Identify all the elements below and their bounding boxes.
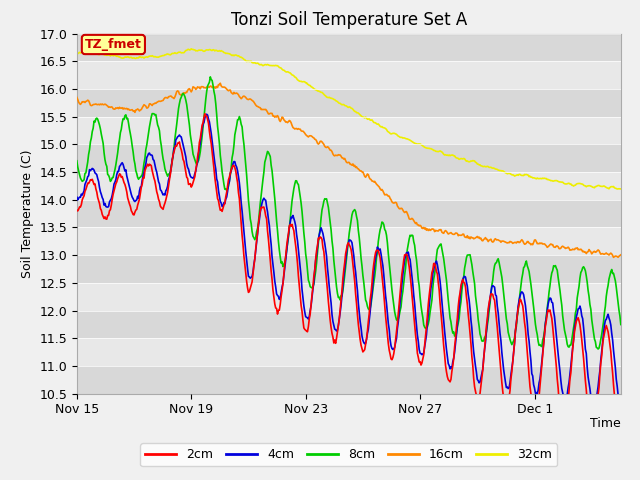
16cm (73, 95, 81, 100)
Bar (77, 338, 621, 366)
4cm (483, 319, 491, 324)
2cm (201, 111, 209, 117)
4cm (73, 194, 81, 200)
Bar (77, 34, 621, 61)
Line: 8cm: 8cm (77, 77, 621, 349)
Bar (77, 144, 621, 172)
Line: 16cm: 16cm (77, 83, 621, 257)
32cm (188, 46, 195, 52)
16cm (483, 237, 491, 242)
4cm (394, 319, 402, 324)
32cm (214, 48, 221, 54)
Line: 32cm: 32cm (77, 49, 621, 189)
4cm (169, 154, 177, 159)
16cm (169, 95, 177, 101)
4cm (203, 111, 211, 117)
Text: TZ_fmet: TZ_fmet (85, 38, 142, 51)
Legend: 2cm, 4cm, 8cm, 16cm, 32cm: 2cm, 4cm, 8cm, 16cm, 32cm (140, 443, 557, 466)
4cm (214, 179, 221, 185)
8cm (169, 152, 177, 157)
32cm (483, 164, 491, 169)
Bar (77, 117, 621, 144)
4cm (437, 288, 445, 293)
Bar (77, 200, 621, 228)
8cm (214, 123, 221, 129)
2cm (169, 152, 177, 157)
32cm (169, 50, 177, 56)
32cm (320, 92, 328, 97)
2cm (320, 249, 328, 254)
4cm (617, 407, 625, 412)
Bar (77, 366, 621, 394)
16cm (437, 227, 445, 233)
16cm (216, 80, 224, 86)
32cm (73, 51, 81, 57)
32cm (394, 133, 402, 139)
Line: 2cm: 2cm (77, 114, 621, 443)
32cm (437, 149, 445, 155)
2cm (483, 316, 491, 322)
16cm (394, 204, 402, 210)
16cm (213, 84, 221, 89)
Bar (77, 172, 621, 200)
2cm (73, 207, 81, 213)
Bar (77, 255, 621, 283)
8cm (437, 241, 445, 247)
Bar (77, 61, 621, 89)
32cm (617, 186, 625, 192)
Y-axis label: Soil Temperature (C): Soil Temperature (C) (20, 149, 34, 278)
Line: 4cm: 4cm (77, 114, 621, 409)
8cm (73, 158, 81, 164)
4cm (320, 235, 328, 241)
Bar (77, 283, 621, 311)
8cm (617, 322, 625, 327)
2cm (437, 310, 445, 316)
8cm (207, 74, 214, 80)
8cm (483, 323, 491, 329)
16cm (610, 254, 618, 260)
2cm (617, 440, 625, 446)
Bar (77, 311, 621, 338)
Title: Tonzi Soil Temperature Set A: Tonzi Soil Temperature Set A (230, 11, 467, 29)
Bar (77, 89, 621, 117)
Bar (77, 228, 621, 255)
2cm (394, 311, 402, 316)
32cm (613, 186, 621, 192)
8cm (394, 316, 402, 322)
2cm (214, 196, 221, 202)
16cm (320, 142, 328, 147)
8cm (595, 346, 602, 352)
8cm (320, 198, 328, 204)
Text: Time: Time (590, 417, 621, 430)
16cm (617, 252, 625, 258)
